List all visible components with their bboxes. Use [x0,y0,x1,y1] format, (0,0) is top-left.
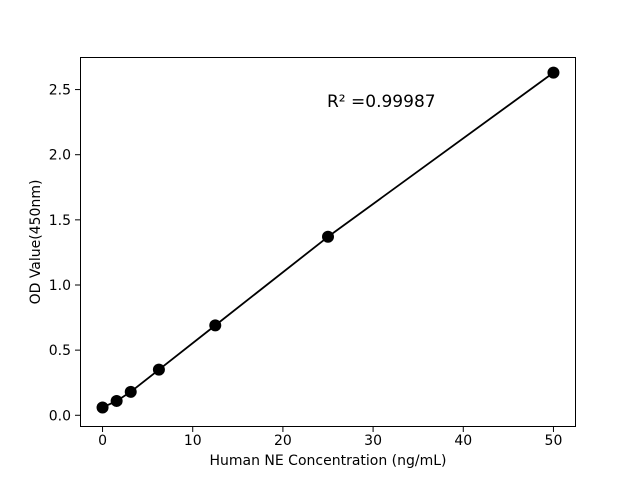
data-point [96,401,109,414]
y-axis-label: OD Value(450nm) [28,179,44,305]
x-tick-label: 40 [454,433,472,449]
x-tick-label: 0 [98,433,107,449]
y-tick-label: 1.5 [49,213,71,229]
y-tick-label: 1.0 [49,278,71,294]
data-point [322,230,334,243]
y-tick-label: 0.0 [49,408,71,424]
y-tick-label: 2.5 [49,83,71,99]
data-point [209,319,222,332]
x-tick-label: 50 [545,433,563,449]
data-point [124,385,137,398]
r-squared-annotation: R² =0.99987 [327,92,436,112]
data-point [110,394,123,407]
x-tick-label: 10 [184,433,202,449]
data-point [547,66,560,79]
data-point [152,363,165,376]
x-tick-label: 30 [364,433,382,449]
y-tick-label: 0.5 [49,343,71,359]
x-axis-label: Human NE Concentration (ng/mL) [209,453,447,469]
y-tick-label: 2.0 [49,148,71,164]
x-tick-label: 20 [274,433,292,449]
